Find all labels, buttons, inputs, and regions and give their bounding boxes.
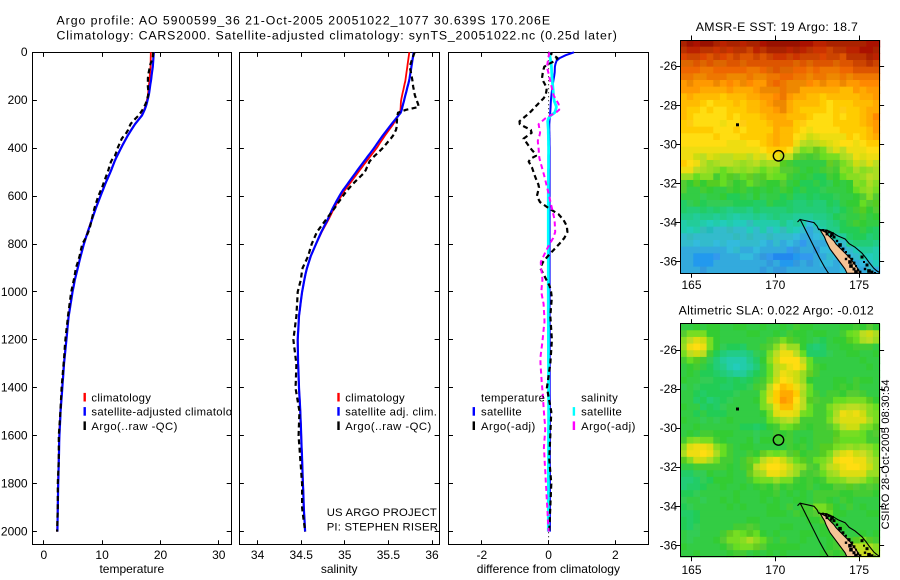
- svg-text:-34: -34: [660, 499, 678, 513]
- svg-text:Argo profile: AO 5900599_36 21: Argo profile: AO 5900599_36 21-Oct-2005 …: [57, 13, 552, 27]
- svg-text:1000: 1000: [1, 285, 28, 299]
- svg-text:0: 0: [21, 45, 28, 59]
- svg-text:0: 0: [545, 548, 552, 562]
- svg-text:-30: -30: [660, 137, 678, 151]
- svg-text:1800: 1800: [1, 477, 28, 491]
- svg-text:satellite: satellite: [581, 407, 622, 419]
- svg-text:satellite: satellite: [481, 407, 522, 419]
- svg-text:600: 600: [8, 189, 28, 203]
- svg-text:-26: -26: [660, 343, 678, 357]
- svg-text:0: 0: [40, 548, 47, 562]
- svg-text:400: 400: [8, 141, 28, 155]
- svg-text:2000: 2000: [1, 524, 28, 538]
- svg-text:-28: -28: [660, 382, 678, 396]
- svg-text:salinity: salinity: [321, 562, 358, 576]
- svg-text:satellite-adjusted climatology: satellite-adjusted climatology: [91, 407, 244, 419]
- svg-text:Altimetric SLA: 0.022 Argo: -0: Altimetric SLA: 0.022 Argo: -0.012: [679, 304, 874, 318]
- svg-text:175: 175: [849, 278, 869, 292]
- svg-text:temperature: temperature: [481, 392, 545, 404]
- svg-text:satellite adj. clim.: satellite adj. clim.: [345, 407, 437, 419]
- svg-text:165: 165: [681, 278, 701, 292]
- svg-text:1600: 1600: [1, 429, 28, 443]
- svg-text:-2: -2: [476, 548, 487, 562]
- svg-text:1200: 1200: [1, 333, 28, 347]
- svg-text:20: 20: [154, 548, 168, 562]
- svg-text:Argo(-adj): Argo(-adj): [481, 421, 536, 433]
- svg-text:-28: -28: [660, 98, 678, 112]
- svg-text:35.5: 35.5: [377, 548, 401, 562]
- svg-text:-34: -34: [660, 215, 678, 229]
- svg-text:34: 34: [251, 548, 265, 562]
- svg-text:salinity: salinity: [581, 392, 618, 404]
- svg-text:PI: STEPHEN RISER: PI: STEPHEN RISER: [327, 521, 438, 533]
- svg-text:2: 2: [612, 548, 619, 562]
- svg-text:CSIRO 28-Oct-2005 08:30:54: CSIRO 28-Oct-2005 08:30:54: [880, 379, 892, 529]
- svg-text:Climatology: CARS2000. Satelli: Climatology: CARS2000. Satellite-adjuste…: [57, 28, 618, 42]
- svg-text:800: 800: [8, 237, 28, 251]
- svg-text:climatology: climatology: [91, 392, 151, 404]
- svg-text:35: 35: [338, 548, 352, 562]
- svg-text:34.5: 34.5: [290, 548, 314, 562]
- svg-text:Argo(..raw -QC): Argo(..raw -QC): [91, 421, 177, 433]
- svg-text:165: 165: [681, 563, 701, 577]
- svg-text:200: 200: [8, 93, 28, 107]
- svg-text:Argo(..raw -QC): Argo(..raw -QC): [345, 421, 431, 433]
- svg-text:US ARGO PROJECT: US ARGO PROJECT: [327, 507, 437, 519]
- svg-text:Argo(-adj): Argo(-adj): [581, 421, 636, 433]
- svg-text:-36: -36: [660, 538, 678, 552]
- svg-text:30: 30: [212, 548, 226, 562]
- svg-text:difference from climatology: difference from climatology: [477, 562, 620, 576]
- svg-text:climatology: climatology: [345, 392, 405, 404]
- svg-text:1400: 1400: [1, 381, 28, 395]
- svg-text:AMSR-E SST: 19 Argo: 18.7: AMSR-E SST: 19 Argo: 18.7: [696, 20, 859, 34]
- svg-text:temperature: temperature: [99, 562, 164, 576]
- svg-text:-36: -36: [660, 255, 678, 269]
- svg-text:-26: -26: [660, 59, 678, 73]
- svg-text:-32: -32: [660, 176, 678, 190]
- svg-text:36: 36: [425, 548, 439, 562]
- svg-text:175: 175: [849, 563, 869, 577]
- svg-text:10: 10: [95, 548, 109, 562]
- svg-text:170: 170: [765, 563, 785, 577]
- svg-text:170: 170: [765, 278, 785, 292]
- svg-text:-32: -32: [660, 460, 678, 474]
- svg-text:-30: -30: [660, 421, 678, 435]
